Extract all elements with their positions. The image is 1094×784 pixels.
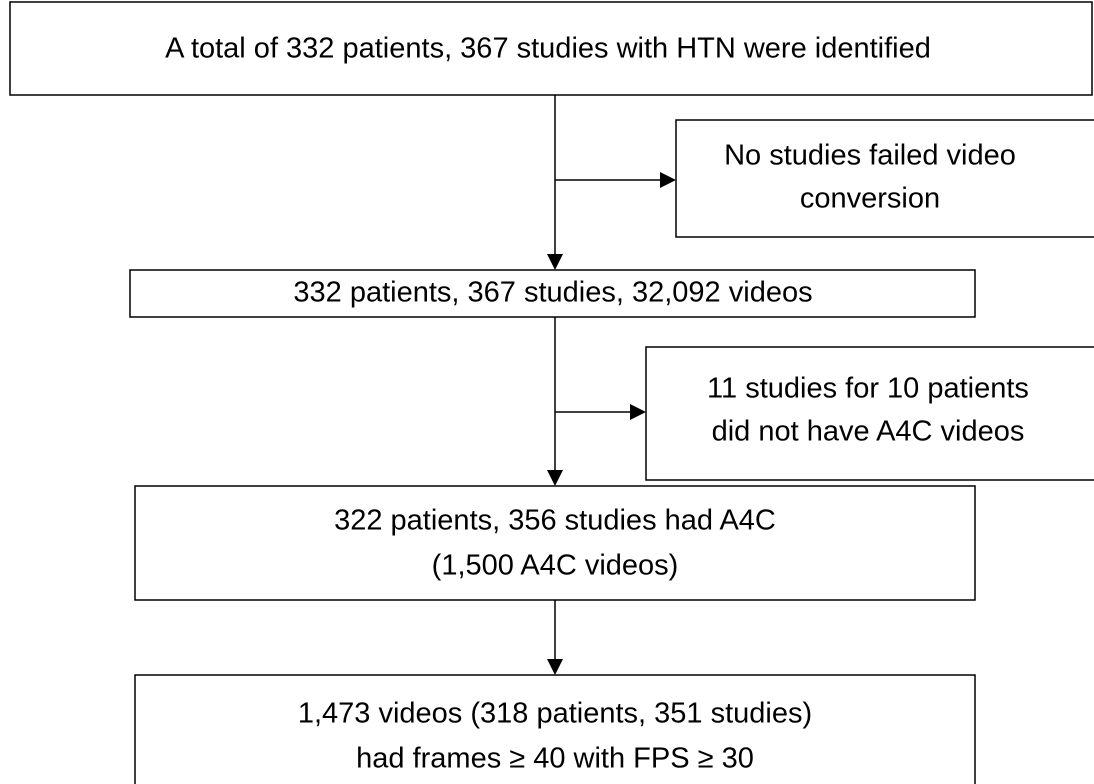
node-label: had frames ≥ 40 with FPS ≥ 30: [356, 743, 754, 775]
arrowhead: [630, 404, 646, 420]
box: [129, 269, 976, 318]
box: [9, 1, 1093, 96]
box: [675, 119, 1094, 238]
box: [134, 485, 976, 601]
arrowhead: [660, 172, 676, 188]
node-label: No studies failed video: [724, 140, 1016, 172]
node-label: (1,500 A4C videos): [432, 550, 679, 582]
node-label: did not have A4C videos: [712, 416, 1025, 448]
arrowhead: [547, 254, 563, 270]
box: [645, 346, 1094, 481]
node-label: conversion: [800, 183, 940, 215]
node-label: 322 patients, 356 studies had A4C: [334, 505, 776, 537]
node-label: 332 patients, 367 studies, 32,092 videos: [293, 277, 812, 309]
connectors: [547, 95, 676, 675]
box: [134, 674, 976, 784]
arrowhead: [547, 659, 563, 675]
node-label: A total of 332 patients, 367 studies wit…: [165, 33, 931, 65]
arrowhead: [547, 470, 563, 486]
node-label: 11 studies for 10 patients: [707, 373, 1029, 405]
node-label: 1,473 videos (318 patients, 351 studies): [298, 698, 812, 730]
